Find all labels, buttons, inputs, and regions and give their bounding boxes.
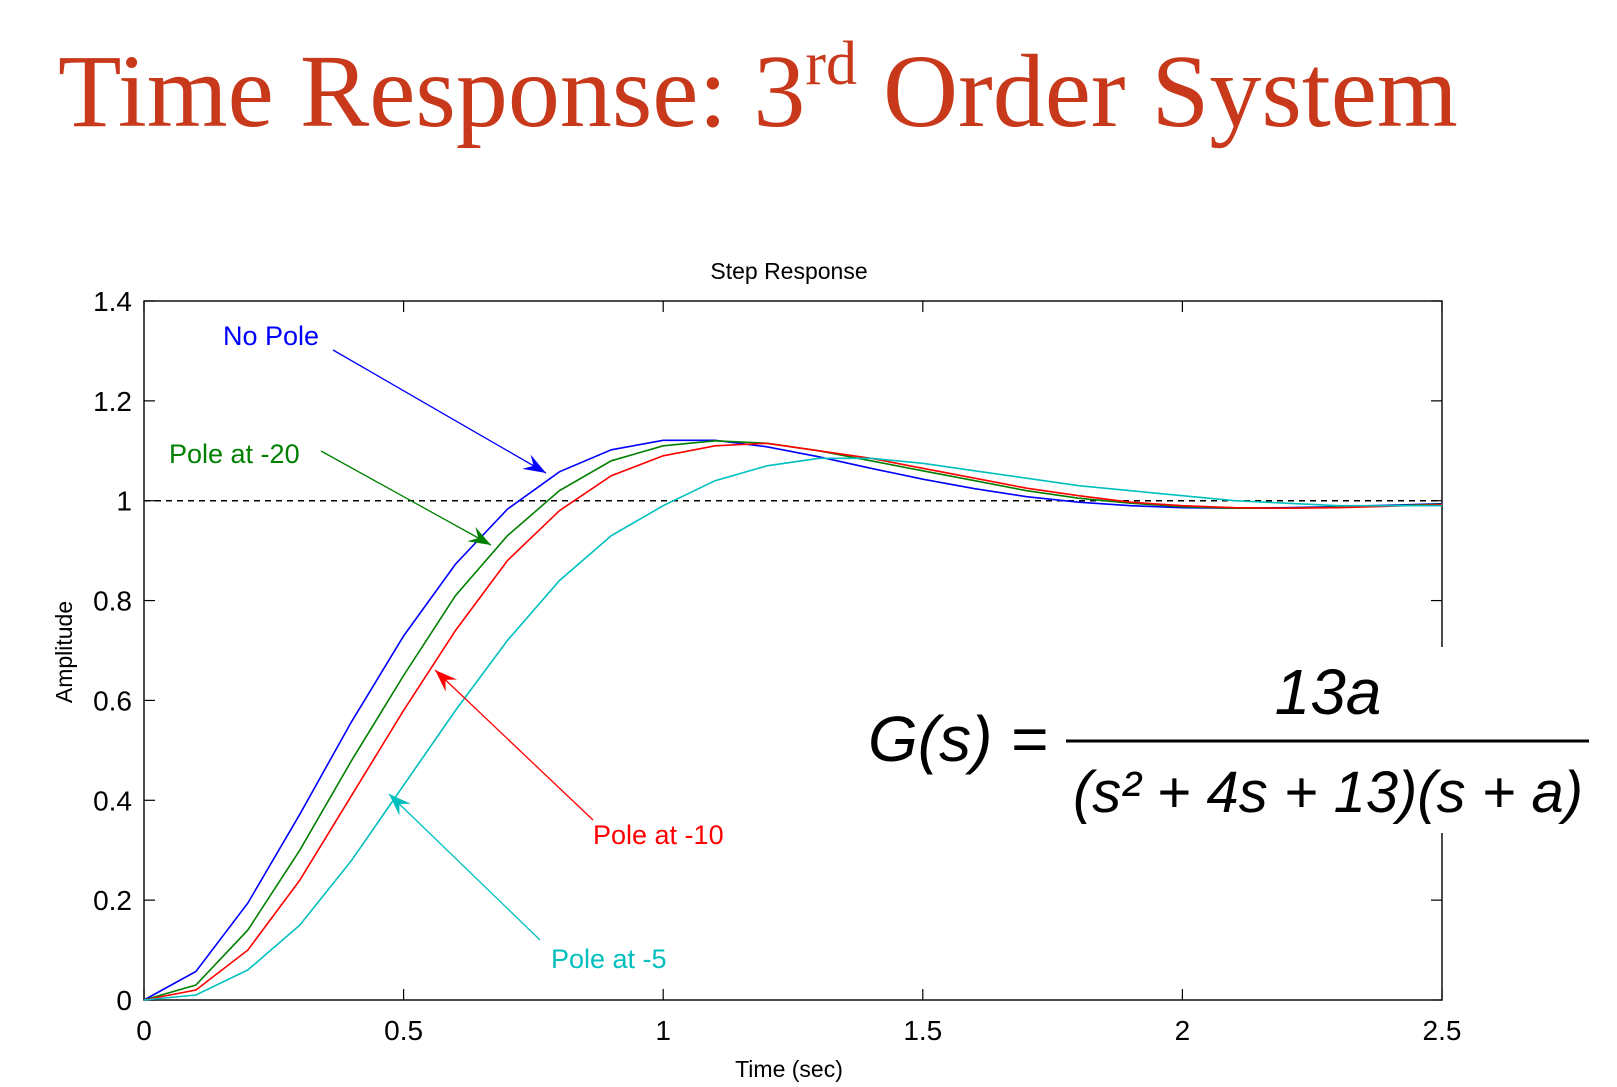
arrow-head xyxy=(522,454,546,473)
y-axis-label: Amplitude xyxy=(51,601,77,703)
series-line xyxy=(143,442,1443,1001)
annotation-arrow xyxy=(388,793,541,941)
x-tick-label: 1.5 xyxy=(903,1015,942,1046)
annotation-arrow xyxy=(320,450,492,546)
series-annotation: Pole at -20 xyxy=(169,439,300,469)
y-tick-label: 0.6 xyxy=(93,685,132,716)
formula-lhs: G(s) = xyxy=(868,703,1048,775)
x-axis-label: Time (sec) xyxy=(735,1056,843,1082)
y-tick-label: 0.2 xyxy=(93,885,132,916)
slide-title: Time Response: 3rd Order System xyxy=(58,30,1458,149)
arrow-head xyxy=(389,794,411,816)
annotation-arrow xyxy=(332,349,547,474)
title-part: Order System xyxy=(857,34,1458,149)
chart-title: Step Response xyxy=(710,258,867,284)
y-tick-label: 1.2 xyxy=(93,386,132,417)
y-tick-label: 1 xyxy=(116,486,132,517)
x-tick-label: 0.5 xyxy=(384,1015,423,1046)
y-tick-label: 0.4 xyxy=(93,785,132,816)
x-tick-label: 2 xyxy=(1175,1015,1191,1046)
formula-denominator: (s² + 4s + 13)(s + a) xyxy=(1073,760,1583,825)
annotation-arrow xyxy=(434,669,594,821)
arrow-head xyxy=(467,526,491,545)
title-part: Time Response: 3 xyxy=(58,34,805,149)
y-tick-label: 0.8 xyxy=(93,586,132,617)
y-tick-label: 0 xyxy=(116,985,132,1016)
series-line xyxy=(143,457,1442,1001)
x-tick-label: 2.5 xyxy=(1423,1015,1462,1046)
title-superscript: rd xyxy=(805,30,857,98)
series-annotation: Pole at -5 xyxy=(551,944,667,974)
y-tick-label: 1.4 xyxy=(93,286,132,317)
formula-numerator: 13a xyxy=(1275,656,1382,728)
x-tick-label: 1 xyxy=(655,1015,671,1046)
series-annotation: Pole at -10 xyxy=(593,820,724,850)
arrow-head xyxy=(435,670,458,692)
x-tick-label: 0 xyxy=(136,1015,152,1046)
series-annotation: No Pole xyxy=(223,321,319,351)
